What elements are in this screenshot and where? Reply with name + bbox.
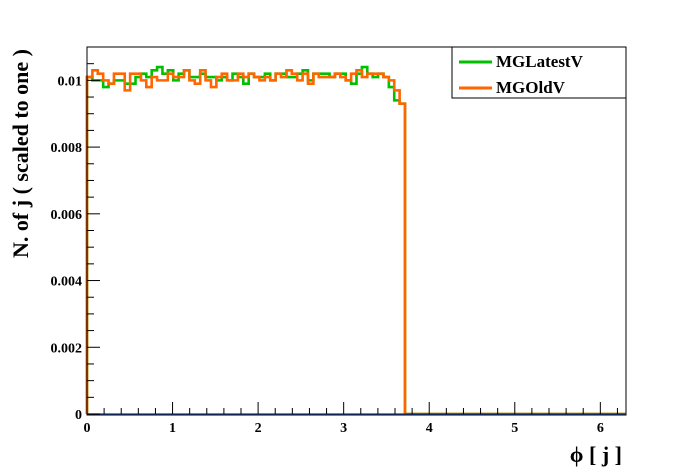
legend: MGLatestV MGOldV	[451, 46, 627, 99]
legend-label-mglatestv: MGLatestV	[496, 52, 584, 71]
x-tick-label: 2	[255, 421, 262, 436]
y-tick-label: 0.01	[58, 74, 83, 89]
y-tick-label: 0	[75, 408, 82, 423]
x-tick-label: 0	[84, 421, 91, 436]
y-tick-label: 0.006	[51, 208, 83, 223]
x-tick-label: 4	[426, 421, 433, 436]
x-tick-label: 6	[597, 421, 604, 436]
x-axis: 0 1 2 3 4 5 6	[84, 402, 618, 436]
x-tick-label: 1	[169, 421, 176, 436]
x-axis-title: ϕ [ j ]	[570, 442, 622, 467]
y-tick-label: 0.004	[51, 275, 83, 290]
legend-label-mgoldv: MGOldV	[496, 78, 566, 97]
y-tick-label: 0.008	[51, 141, 83, 156]
y-axis: 0 0.002 0.004 0.006 0.008 0.01	[51, 46, 100, 423]
y-tick-label: 0.002	[51, 341, 83, 356]
y-axis-title: N. of j ( scaled to one )	[8, 49, 33, 258]
x-tick-label: 5	[511, 421, 518, 436]
x-tick-label: 3	[340, 421, 347, 436]
